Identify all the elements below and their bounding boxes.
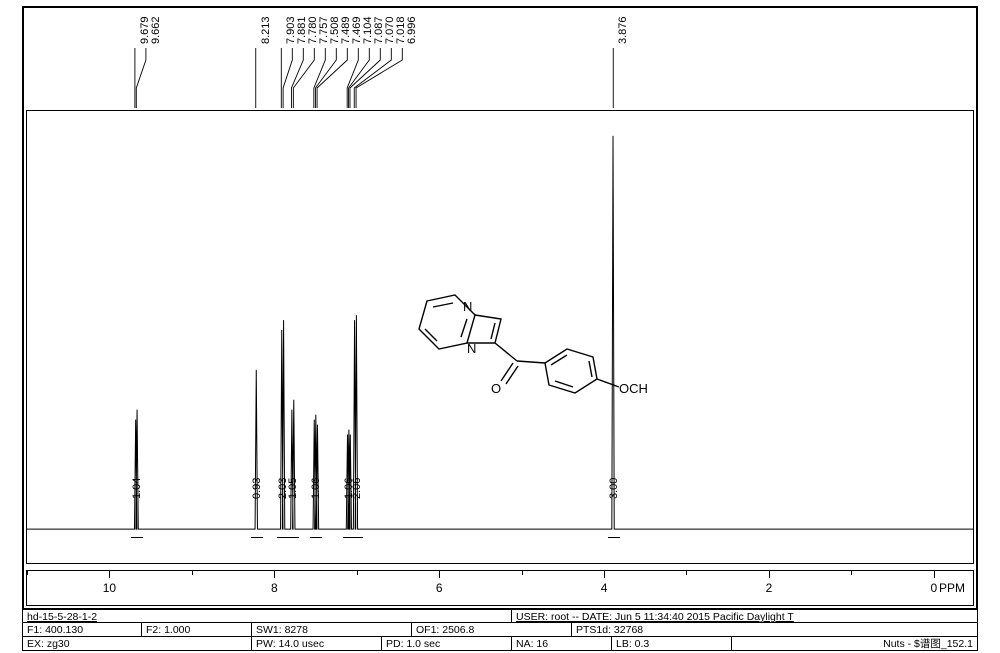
- svg-text:O: O: [491, 381, 501, 396]
- integral-value: 3.00: [608, 478, 620, 499]
- axis-tick-label: 2: [766, 581, 773, 595]
- footer-cell: Nuts - $谱图_152.1: [732, 637, 978, 650]
- svg-text:N: N: [467, 341, 476, 356]
- peak-ppm-label: 9.662: [150, 16, 162, 44]
- svg-text:N: N: [463, 299, 472, 314]
- footer-cell: PD: 1.0 sec: [382, 637, 512, 650]
- integral-value: 1.06: [310, 478, 322, 499]
- nmr-spectrum-figure: 9.6799.6628.2137.9037.8817.7807.7577.508…: [0, 0, 1000, 653]
- footer-cell: F1: 400.130: [22, 623, 142, 636]
- axis-tick-label: 0: [930, 581, 937, 595]
- integral-value: 1.05: [287, 478, 299, 499]
- footer-cell: LB: 0.3: [612, 637, 732, 650]
- peak-bracket-area: [22, 48, 978, 108]
- user-date: USER: root -- DATE: Jun 5 11:34:40 2015 …: [512, 610, 978, 622]
- peak-ppm-label: 6.996: [406, 16, 418, 44]
- peak-ppm-label: 8.213: [260, 16, 272, 44]
- ppm-axis: 10 8 6 4 2 0 PPM: [26, 570, 974, 606]
- molecule-substituent: OCH3: [619, 381, 647, 400]
- integral-value: 0.93: [251, 478, 263, 499]
- molecule-structure: N N O OCH3: [367, 281, 647, 461]
- integral-value: 1.04: [131, 478, 143, 499]
- footer-cell: OF1: 2506.8: [412, 623, 572, 636]
- footer-cell: EX: zg30: [22, 637, 252, 650]
- metadata-footer: hd-15-5-28-1-2 USER: root -- DATE: Jun 5…: [22, 609, 978, 651]
- axis-tick-label: 6: [436, 581, 443, 595]
- sample-id: hd-15-5-28-1-2: [22, 610, 512, 622]
- footer-cell: F2: 1.000: [142, 623, 252, 636]
- axis-tick-label: 4: [601, 581, 608, 595]
- plot-area: 1.040.932.031.051.061.062.063.00 N N O: [26, 110, 974, 564]
- integral-value: 2.06: [351, 478, 363, 499]
- footer-cell: SW1: 8278: [252, 623, 412, 636]
- axis-tick-label: 8: [271, 581, 278, 595]
- axis-tick-label: 10: [103, 581, 116, 595]
- axis-unit: PPM: [939, 581, 965, 595]
- peak-ppm-label: 3.876: [617, 16, 629, 44]
- footer-cell: PTS1d: 32768: [572, 623, 978, 636]
- footer-cell: NA: 16: [512, 637, 612, 650]
- footer-cell: PW: 14.0 usec: [252, 637, 382, 650]
